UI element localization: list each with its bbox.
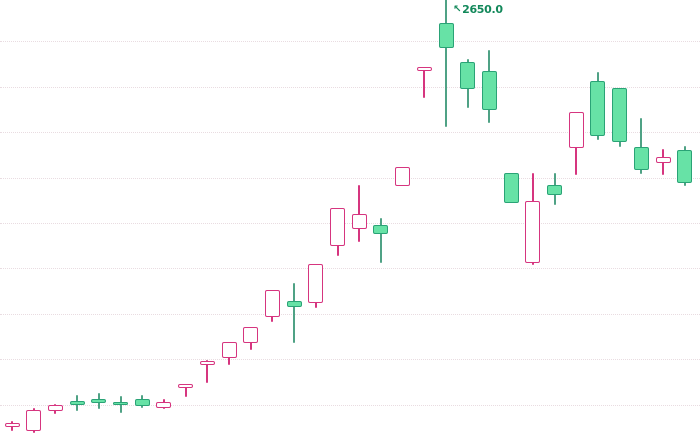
candle-body <box>590 81 606 137</box>
candle-body <box>69 400 85 405</box>
candle-body <box>481 71 497 111</box>
candle-body <box>503 172 519 203</box>
candle-body <box>677 150 693 183</box>
gridline <box>0 268 700 270</box>
candle-body <box>286 301 302 308</box>
candle-wick <box>293 283 296 344</box>
candle-body <box>438 22 454 48</box>
candle-body <box>113 401 128 406</box>
gridline <box>0 223 700 224</box>
candle-body <box>395 167 411 187</box>
candle-body <box>416 66 432 71</box>
candle-body <box>264 289 280 318</box>
price-annotation-label: 2650.0 <box>462 3 503 16</box>
candle-body <box>308 263 324 303</box>
gridline <box>0 404 700 406</box>
candle-body <box>26 410 42 431</box>
candle-body <box>351 213 367 229</box>
candle-body <box>525 201 541 263</box>
gridline <box>0 177 700 179</box>
candle-wick <box>184 384 187 397</box>
price-annotation: ↖ 2650.0 <box>453 3 503 16</box>
candle-body <box>655 157 671 163</box>
candle-wick <box>423 66 426 98</box>
candle-body <box>568 111 584 148</box>
candle-body <box>199 360 215 365</box>
gridline <box>0 359 700 361</box>
candle-wick <box>640 117 643 174</box>
candle-body <box>330 207 345 247</box>
candle-wick <box>445 0 447 127</box>
candle-body <box>460 61 476 90</box>
gridline <box>0 86 700 88</box>
candle-body <box>221 342 237 359</box>
candle-wick <box>379 217 382 263</box>
candle-body <box>547 185 562 196</box>
gridline <box>0 132 700 133</box>
candle-wick <box>206 359 209 384</box>
candle-body <box>156 401 172 409</box>
candle-body <box>633 147 649 171</box>
candle-body <box>373 225 389 234</box>
candle-body <box>612 87 628 142</box>
nw-arrow-icon: ↖ <box>453 3 462 15</box>
candle-wick <box>358 185 361 243</box>
candle-body <box>178 384 194 389</box>
candle-body <box>243 327 259 343</box>
candle-body <box>91 399 107 404</box>
candle-body <box>47 404 63 411</box>
candle-body <box>4 423 20 427</box>
gridline <box>0 313 700 315</box>
candle-body <box>134 399 150 406</box>
gridline <box>0 41 700 42</box>
